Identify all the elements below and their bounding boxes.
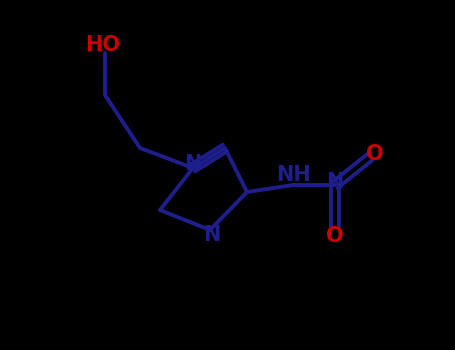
Text: O: O (366, 144, 384, 164)
Text: N: N (326, 172, 344, 192)
Text: N: N (203, 225, 221, 245)
Text: O: O (326, 226, 344, 246)
Text: N: N (184, 154, 202, 174)
Text: NH: NH (276, 165, 310, 185)
Text: HO: HO (86, 35, 121, 55)
